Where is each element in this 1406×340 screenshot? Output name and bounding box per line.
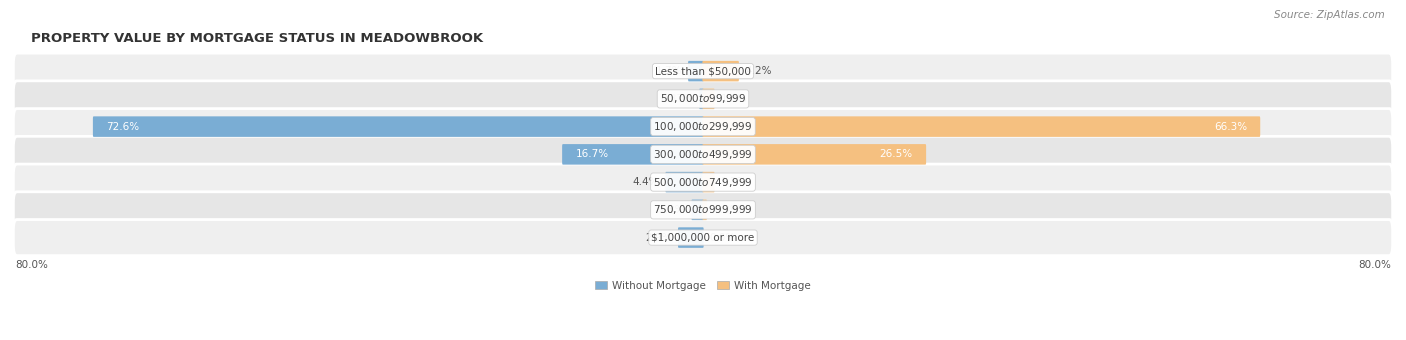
- Text: 4.2%: 4.2%: [745, 66, 772, 76]
- FancyBboxPatch shape: [703, 200, 707, 220]
- Text: 1.3%: 1.3%: [659, 205, 685, 215]
- FancyBboxPatch shape: [692, 200, 703, 220]
- Text: $500,000 to $749,999: $500,000 to $749,999: [654, 175, 752, 189]
- Text: PROPERTY VALUE BY MORTGAGE STATUS IN MEADOWBROOK: PROPERTY VALUE BY MORTGAGE STATUS IN MEA…: [31, 32, 484, 45]
- FancyBboxPatch shape: [14, 108, 1392, 144]
- Text: 16.7%: 16.7%: [575, 149, 609, 159]
- Text: 0.39%: 0.39%: [713, 205, 747, 215]
- Text: $50,000 to $99,999: $50,000 to $99,999: [659, 92, 747, 105]
- Text: 26.5%: 26.5%: [880, 149, 912, 159]
- Text: $300,000 to $499,999: $300,000 to $499,999: [654, 148, 752, 161]
- Text: $1,000,000 or more: $1,000,000 or more: [651, 233, 755, 242]
- Text: 0.37%: 0.37%: [661, 94, 693, 104]
- Text: $100,000 to $299,999: $100,000 to $299,999: [654, 120, 752, 133]
- FancyBboxPatch shape: [699, 89, 703, 109]
- FancyBboxPatch shape: [665, 172, 703, 192]
- FancyBboxPatch shape: [14, 164, 1392, 200]
- Text: 0.0%: 0.0%: [710, 233, 735, 242]
- Legend: Without Mortgage, With Mortgage: Without Mortgage, With Mortgage: [591, 277, 815, 295]
- Text: 4.4%: 4.4%: [633, 177, 659, 187]
- FancyBboxPatch shape: [678, 227, 703, 248]
- Text: 1.3%: 1.3%: [721, 94, 747, 104]
- FancyBboxPatch shape: [703, 116, 1260, 137]
- Text: 2.9%: 2.9%: [645, 233, 672, 242]
- FancyBboxPatch shape: [93, 116, 703, 137]
- FancyBboxPatch shape: [14, 136, 1392, 172]
- FancyBboxPatch shape: [14, 220, 1392, 256]
- FancyBboxPatch shape: [703, 89, 714, 109]
- Text: 72.6%: 72.6%: [105, 122, 139, 132]
- Text: $750,000 to $999,999: $750,000 to $999,999: [654, 203, 752, 216]
- FancyBboxPatch shape: [703, 172, 714, 192]
- FancyBboxPatch shape: [703, 61, 740, 81]
- FancyBboxPatch shape: [688, 61, 703, 81]
- Text: 1.7%: 1.7%: [655, 66, 682, 76]
- FancyBboxPatch shape: [14, 81, 1392, 117]
- Text: Less than $50,000: Less than $50,000: [655, 66, 751, 76]
- FancyBboxPatch shape: [14, 53, 1392, 89]
- FancyBboxPatch shape: [703, 144, 927, 165]
- Text: 66.3%: 66.3%: [1213, 122, 1247, 132]
- Text: Source: ZipAtlas.com: Source: ZipAtlas.com: [1274, 10, 1385, 20]
- Text: 1.3%: 1.3%: [721, 177, 747, 187]
- FancyBboxPatch shape: [562, 144, 703, 165]
- FancyBboxPatch shape: [14, 192, 1392, 228]
